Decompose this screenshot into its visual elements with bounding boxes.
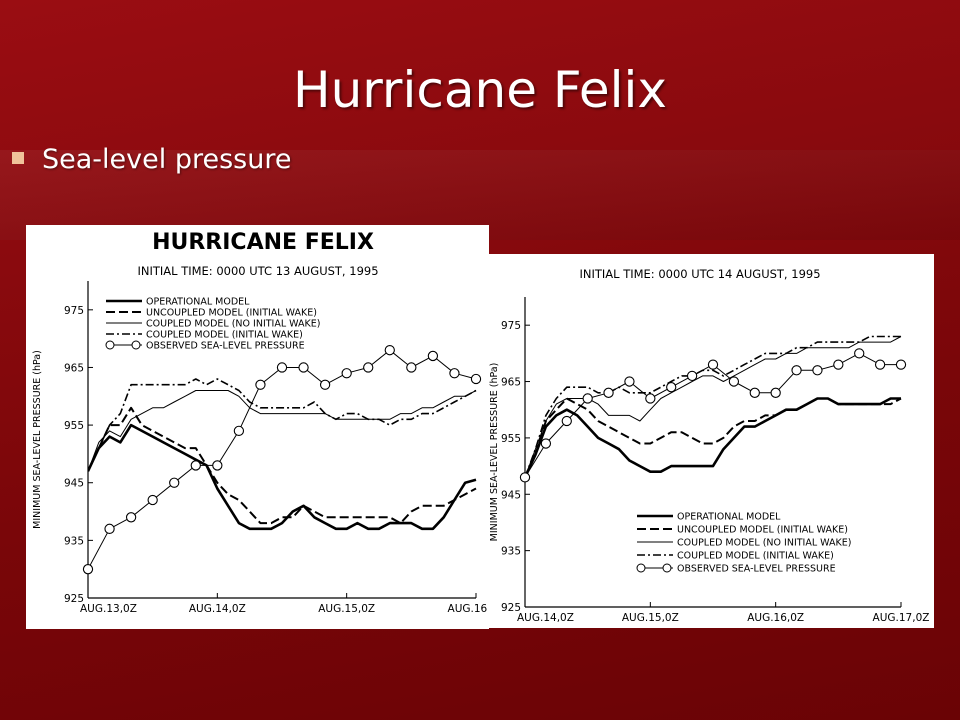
chart-left-observed-point [384, 345, 395, 356]
chart-right-observed-point [874, 359, 886, 370]
chart-right-observed-point [833, 359, 844, 370]
chart-right-series-4-line [525, 352, 901, 478]
chart-right-observed-point [624, 376, 635, 387]
chart-right-observed-point [812, 365, 823, 376]
chart-left-legend-label: COUPLED MODEL (NO INITIAL WAKE) [146, 319, 320, 330]
chart-panel-left: HURRICANE FELIX INITIAL TIME: 0000 UTC 13… [26, 225, 504, 629]
chart-left-series-4-line [88, 349, 477, 570]
chart-left-ytick-label: 925 [64, 593, 84, 605]
chart-left-subtitle: INITIAL TIME: 0000 UTC 13 AUGUST, 1995 [137, 264, 378, 278]
chart-left-observed-point [82, 564, 94, 575]
chart-left-observed-point [406, 362, 417, 373]
chart-right-ytick-label: 945 [501, 489, 521, 501]
chart-right-observed-point [540, 438, 552, 449]
chart-right-observed-point [561, 415, 572, 427]
chart-left-ytick-label: 955 [64, 420, 84, 432]
chart-left-series-2-line [88, 390, 477, 472]
chart-left-observed-point [276, 362, 288, 373]
chart-right-observed-point [728, 376, 740, 387]
chart-left-observed-point [190, 460, 201, 471]
chart-right-xtick-label: AUG.14,0Z [517, 612, 574, 624]
chart-left-legend-circle [131, 340, 141, 350]
bullet-square-icon [12, 151, 24, 164]
chart-left-observed-point [147, 494, 158, 506]
chart-left-observed-point [363, 362, 374, 373]
chart-right-series-3-line [525, 335, 901, 478]
chart-left-observed-point [427, 350, 439, 362]
chart-left-series-1-line [88, 406, 477, 525]
chart-right-series-1-line [525, 397, 902, 478]
chart-left-legend-label: OBSERVED SEA-LEVEL PRESSURE [146, 341, 305, 352]
chart-right-observed-point [791, 365, 802, 376]
chart-left-xtick-label: AUG.15,0Z [318, 603, 375, 615]
chart-left-observed-point [104, 523, 115, 534]
chart-right-ylabel: MINIMUM SEA-LEVEL PRESSURE (hPa) [489, 363, 500, 542]
chart-right-observed-point [707, 359, 719, 370]
chart-left-ytick-label: 965 [64, 362, 84, 374]
chart-left-legend-label: COUPLED MODEL (INITIAL WAKE) [146, 330, 303, 341]
chart-right-observed-point [603, 387, 614, 398]
chart-panel-right: INITIAL TIME: 0000 UTC 14 AUGUST, 1995 92… [487, 254, 934, 628]
chart-right-xtick-label: AUG.17,0Z [873, 612, 930, 624]
chart-right-xtick-label: AUG.16,0Z [747, 612, 804, 624]
chart-right-observed-point [519, 472, 531, 483]
chart-left-series-0-line [88, 423, 477, 531]
chart-right-legend-label: COUPLED MODEL (NO INITIAL WAKE) [677, 538, 851, 549]
chart-left-observed-point [169, 477, 180, 488]
bullet-text: Sea-level pressure [42, 144, 292, 175]
chart-right-observed-point [686, 370, 698, 382]
chart-left-series-3-line [88, 378, 477, 472]
chart-right-observed-point [854, 348, 865, 359]
slide-title: Hurricane Felix [292, 61, 668, 119]
chart-left-ylabel: MINIMUM SEA-LEVEL PRESSURE (hPa) [32, 350, 43, 529]
chart-right-legend-circle [636, 563, 646, 573]
chart-left-ytick-label: 935 [64, 535, 84, 547]
chart-right-ytick-label: 955 [501, 433, 521, 445]
chart-right-observed-point [749, 387, 760, 398]
chart-right-xtick-label: AUG.15,0Z [622, 612, 679, 624]
chart-left-legend-label: OPERATIONAL MODEL [146, 297, 250, 308]
chart-left-legend-label: UNCOUPLED MODEL (INITIAL WAKE) [146, 308, 317, 319]
chart-right-observed-point [770, 387, 781, 398]
chart-left-observed-point [233, 425, 245, 437]
chart-right-ytick-label: 965 [501, 377, 521, 389]
chart-left-xtick-label: AUG.14,0Z [189, 603, 246, 615]
chart-left-observed-point [319, 379, 331, 390]
chart-right-ytick-label: 975 [501, 320, 521, 332]
chart-right-legend-label: UNCOUPLED MODEL (INITIAL WAKE) [677, 525, 848, 536]
chart-left-xtick-label: AUG.16,0Z [448, 603, 489, 615]
chart-left-observed-point [212, 460, 223, 471]
chart-right-observed-point [645, 393, 656, 404]
chart-left-legend-circle [105, 340, 115, 350]
chart-left-observed-point [341, 368, 352, 379]
chart-left-observed-point [298, 362, 309, 373]
chart-left-ytick-label: 975 [64, 305, 84, 317]
chart-right-ytick-label: 935 [501, 546, 521, 558]
bullet-item: Sea-level pressure [12, 142, 291, 178]
chart-right-subtitle: INITIAL TIME: 0000 UTC 14 AUGUST, 1995 [579, 267, 820, 281]
chart-right-legend-label: COUPLED MODEL (INITIAL WAKE) [677, 551, 834, 562]
chart-right-observed-point [895, 359, 907, 370]
chart-left: HURRICANE FELIX INITIAL TIME: 0000 UTC 13… [32, 230, 504, 615]
chart-right-legend-label: OPERATIONAL MODEL [677, 512, 781, 523]
chart-left-observed-point [449, 368, 460, 379]
chart-right-observed-point [666, 382, 677, 393]
chart-right-series-0-line [525, 397, 901, 478]
chart-left-observed-point [125, 512, 137, 523]
chart-right-legend-label: OBSERVED SEA-LEVEL PRESSURE [677, 564, 836, 575]
chart-left-observed-point [255, 379, 266, 390]
chart-right-legend-circle [662, 563, 672, 573]
chart-left-ytick-label: 945 [64, 478, 84, 490]
chart-left-title: HURRICANE FELIX [152, 230, 374, 255]
chart-left-observed-point [470, 373, 482, 385]
chart-left-xtick-label: AUG.13,0Z [80, 603, 137, 615]
chart-right: INITIAL TIME: 0000 UTC 14 AUGUST, 1995 92… [489, 267, 930, 624]
chart-right-observed-point [582, 393, 593, 404]
chart-right-ytick-label: 925 [501, 602, 521, 614]
